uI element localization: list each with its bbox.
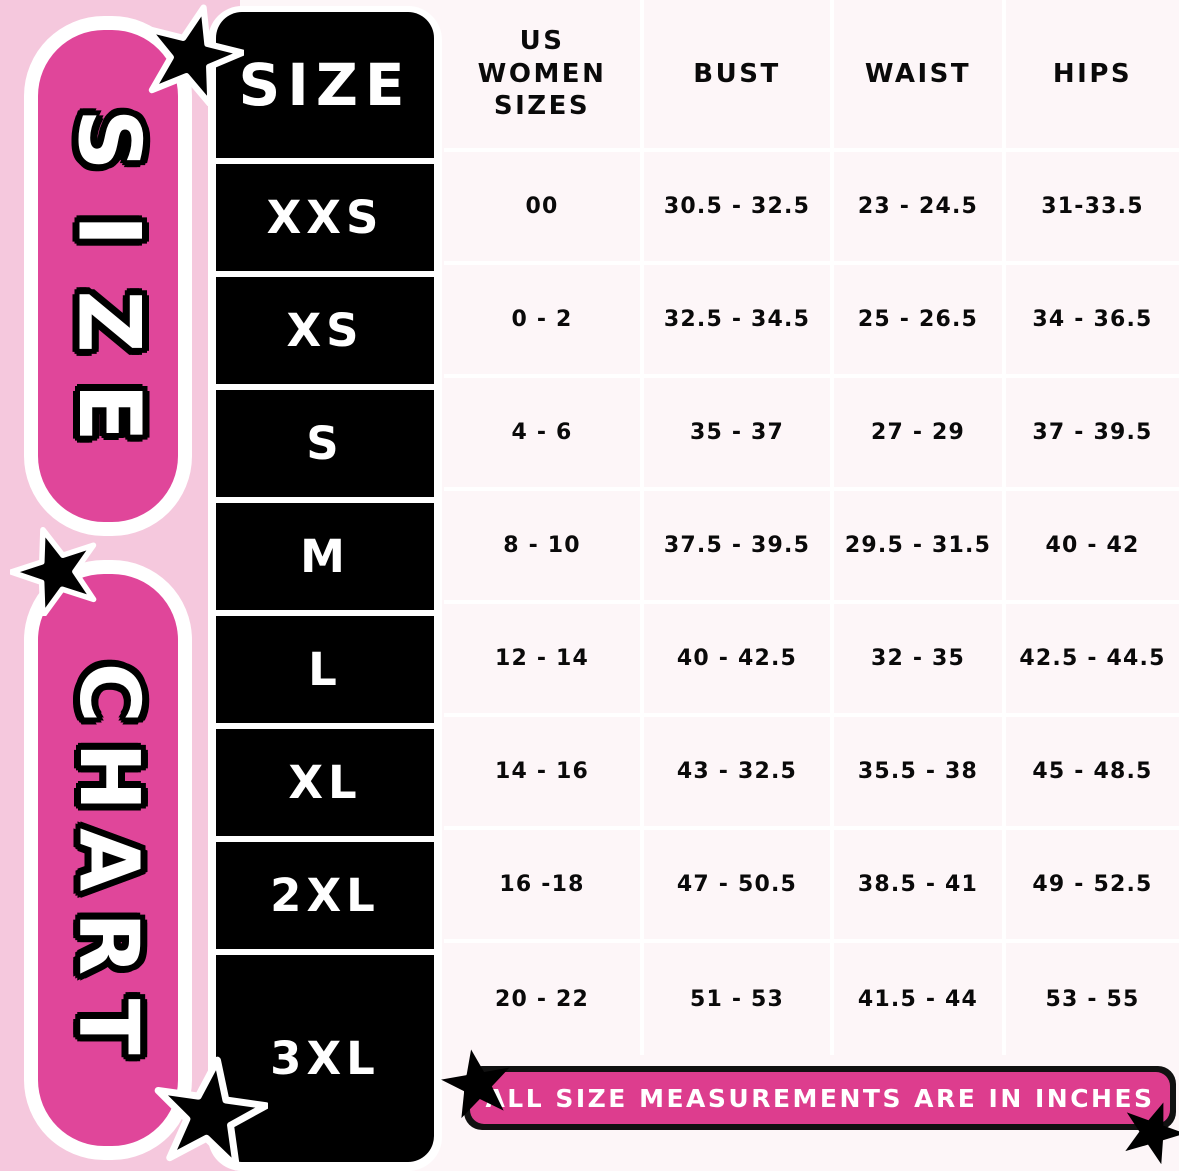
table-cell: 0 - 2: [444, 265, 640, 378]
table-cell: 37.5 - 39.5: [644, 491, 830, 604]
table-cell: 23 - 24.5: [834, 152, 1002, 265]
size-label-column: SIZE XXS XS S M L XL 2XL 3XL: [216, 12, 434, 1171]
size-letter: S: [58, 108, 159, 171]
table-cell: 12 - 14: [444, 604, 640, 717]
size-label-cell: XS: [216, 277, 434, 384]
table-cell: 45 - 48.5: [1006, 717, 1179, 830]
size-label-cell: M: [216, 503, 434, 610]
table-cell: 40 - 42.5: [644, 604, 830, 717]
table-cell: 30.5 - 32.5: [644, 152, 830, 265]
column-header: WAIST: [834, 0, 1002, 152]
table-cell: 32 - 35: [834, 604, 1002, 717]
table-cell: 16 -18: [444, 830, 640, 943]
table-cell: 32.5 - 34.5: [644, 265, 830, 378]
star-icon: [440, 1046, 514, 1120]
chart-letter: A: [60, 828, 156, 892]
table-cell: 27 - 29: [834, 378, 1002, 491]
table-cell: 8 - 10: [444, 491, 640, 604]
size-label-cell: XL: [216, 729, 434, 836]
size-label-cell: 3XL: [216, 955, 434, 1162]
size-label-cell: S: [216, 390, 434, 497]
star-icon: [140, 2, 244, 106]
table-cell: 34 - 36.5: [1006, 265, 1179, 378]
star-icon: [152, 1055, 268, 1171]
size-letter: I: [58, 214, 159, 247]
table-cell: 20 - 22: [494, 987, 590, 1012]
table-column-bust: BUST 30.5 - 32.5 32.5 - 34.5 35 - 37 37.5 - …: [644, 0, 834, 1055]
table-cell: 49 - 52.5: [1006, 830, 1179, 943]
table-cell: 35.5 - 38: [834, 717, 1002, 830]
size-label-cell: XXS: [216, 164, 434, 271]
star-icon: [1120, 1098, 1179, 1164]
table-cell: 41.5 - 44: [857, 987, 979, 1012]
table-cell: 53 - 55: [1045, 987, 1140, 1012]
table-column-hips: HIPS 31-33.5 34 - 36.5 37 - 39.5 40 - 42 42.5…: [1006, 0, 1179, 1055]
units-banner: ALL SIZE MEASUREMENTS ARE IN INCHES: [470, 1072, 1170, 1124]
column-header: US WOMEN SIZES: [444, 0, 640, 152]
column-header: BUST: [644, 0, 830, 152]
table-cell: 43 - 32.5: [644, 717, 830, 830]
table-cell: 51 - 53: [689, 987, 785, 1012]
table-cell: 25 - 26.5: [834, 265, 1002, 378]
size-letter: E: [58, 383, 159, 443]
chart-letter: R: [60, 911, 156, 976]
table-cell: 29.5 - 31.5: [834, 491, 1002, 604]
table-cell: 40 - 42: [1006, 491, 1179, 604]
size-column-header: SIZE: [216, 12, 434, 158]
size-label-cell: L: [216, 616, 434, 723]
table-cell: 37 - 39.5: [1006, 378, 1179, 491]
chart-letter: H: [60, 742, 156, 811]
table-cell: 31-33.5: [1006, 152, 1179, 265]
size-letter: Z: [58, 290, 159, 353]
star-icon: [10, 524, 102, 616]
chart-letter: C: [60, 663, 156, 724]
table-column-waist: WAIST 23 - 24.5 25 - 26.5 27 - 29 29.5 - 31.…: [834, 0, 1006, 1055]
size-label-cell: 2XL: [216, 842, 434, 949]
table-cell: 00: [444, 152, 640, 265]
chart-letter: T: [60, 998, 156, 1055]
table-cell: 38.5 - 41: [834, 830, 1002, 943]
column-header: HIPS: [1006, 0, 1179, 152]
table-cell: 42.5 - 44.5: [1006, 604, 1179, 717]
table-cell: 14 - 16: [444, 717, 640, 830]
table-cell: 35 - 37: [644, 378, 830, 491]
table-cell: 4 - 6: [444, 378, 640, 491]
table-cell: 47 - 50.5: [644, 830, 830, 943]
